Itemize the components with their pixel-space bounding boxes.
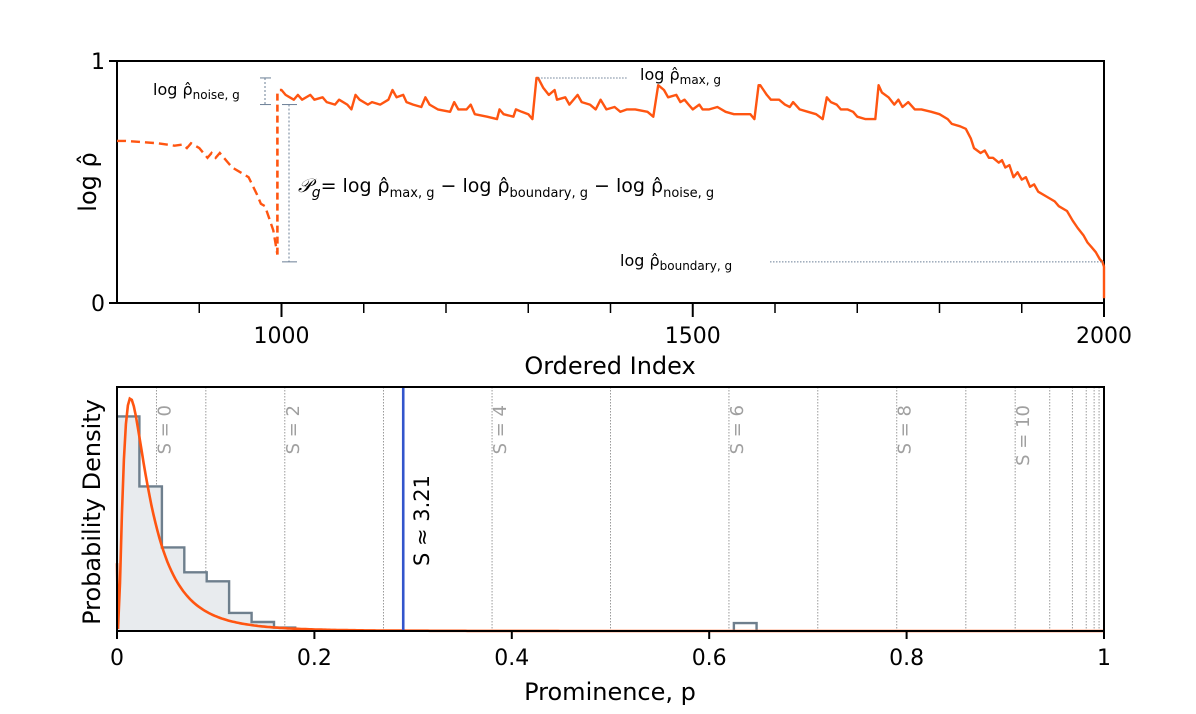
top-panel: 1000 1500 2000 0 1 log ρ̂noise, g log ρ̂max,… xyxy=(74,50,1132,380)
prominence-formula: 𝒫g= log ρ̂max, g − log ρ̂boundary, g − l… xyxy=(298,175,714,201)
s-label: S = 4 xyxy=(490,405,511,454)
bottom-x-tick-label: 0 xyxy=(110,646,124,671)
histogram-outline xyxy=(117,415,297,629)
s-label: S = 8 xyxy=(895,405,916,454)
bottom-x-tick-label: 1 xyxy=(1097,646,1111,671)
bottom-x-tick-label: 0.8 xyxy=(889,646,924,671)
bottom-x-tick-label: 0.6 xyxy=(692,646,727,671)
histogram-fill xyxy=(117,416,297,631)
top-x-tick-label: 1000 xyxy=(254,324,310,349)
top-y-tick-label: 0 xyxy=(91,292,105,317)
noise-dashed-series xyxy=(117,139,279,255)
s-label: S = 10 xyxy=(1013,405,1034,466)
top-x-tick-label: 2000 xyxy=(1076,324,1132,349)
top-x-tick-label: 1500 xyxy=(665,324,721,349)
s-label: S = 6 xyxy=(727,405,748,454)
top-series-group xyxy=(117,76,1106,299)
s-labels-group: S = 0 S = 2 S = 4 S = 6 S = 8 S = 10 S ≈ 3.21 xyxy=(154,405,1034,566)
top-guides-group xyxy=(260,77,1104,263)
s-label: S = 2 xyxy=(283,405,304,454)
bottom-y-axis-title: Probability Density xyxy=(78,399,106,625)
bottom-x-tick-label: 0.2 xyxy=(297,646,332,671)
annotation-max: log ρ̂max, g xyxy=(640,65,721,87)
bottom-ticks-group: 0 0.2 0.4 0.6 0.8 1 xyxy=(110,631,1111,671)
annotation-boundary: log ρ̂boundary, g xyxy=(620,251,732,273)
s-label: S = 0 xyxy=(154,405,175,454)
annotation-noise: log ρ̂noise, g xyxy=(153,80,240,102)
histogram-outlier-bin xyxy=(732,621,758,631)
top-y-tick-label: 1 xyxy=(91,50,105,75)
bottom-plot-frame xyxy=(116,386,1105,632)
bottom-x-axis-title: Prominence, p xyxy=(524,678,696,706)
top-y-axis-title: log ρ̂ xyxy=(74,152,102,211)
density-solid-series xyxy=(279,76,1106,299)
top-ticks-group: 1000 1500 2000 0 1 xyxy=(91,50,1132,349)
top-x-axis-title: Ordered Index xyxy=(524,352,695,380)
mean-s-label: S ≈ 3.21 xyxy=(410,475,434,566)
histogram-group xyxy=(117,415,758,631)
bottom-x-tick-label: 0.4 xyxy=(494,646,529,671)
